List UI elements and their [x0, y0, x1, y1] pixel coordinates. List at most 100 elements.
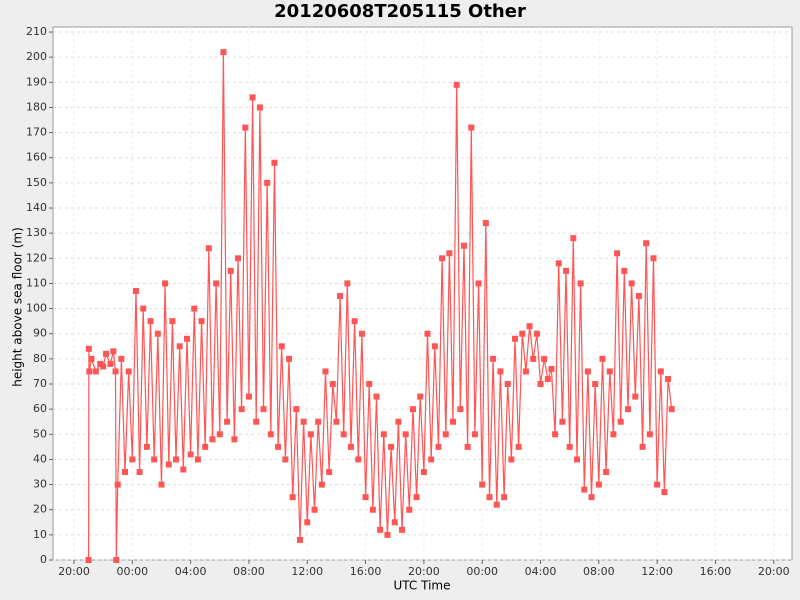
point	[435, 443, 442, 450]
x-tick-label: 04:00	[525, 565, 557, 578]
point	[482, 220, 489, 227]
y-tick-label: 10	[33, 528, 47, 541]
point	[417, 393, 424, 400]
point	[122, 469, 129, 476]
point	[460, 242, 467, 249]
y-axis-label: height above sea floor (m)	[11, 227, 25, 387]
x-tick-label: 20:00	[758, 565, 790, 578]
point	[541, 355, 548, 362]
point	[526, 323, 533, 330]
point	[362, 494, 369, 501]
point	[205, 245, 212, 252]
point	[107, 360, 114, 367]
y-tick-label: 170	[26, 126, 47, 139]
point	[570, 235, 577, 242]
point	[530, 355, 537, 362]
point	[322, 368, 329, 375]
point	[479, 481, 486, 488]
point	[442, 431, 449, 438]
y-tick-label: 60	[33, 402, 47, 415]
point	[555, 260, 562, 267]
point	[125, 368, 132, 375]
point	[519, 330, 526, 337]
y-tick-label: 110	[26, 276, 47, 289]
point	[253, 418, 260, 425]
point	[453, 81, 460, 88]
point	[391, 519, 398, 526]
point	[413, 494, 420, 501]
point	[256, 104, 263, 111]
point	[497, 368, 504, 375]
point	[136, 469, 143, 476]
y-tick-label: 80	[33, 352, 47, 365]
point	[504, 381, 511, 388]
x-tick-label: 04:00	[175, 565, 207, 578]
x-tick-label: 16:00	[350, 565, 382, 578]
point	[486, 494, 493, 501]
point	[235, 255, 242, 262]
point	[646, 431, 653, 438]
point	[377, 526, 384, 533]
point	[318, 481, 325, 488]
point	[260, 406, 267, 413]
point	[508, 456, 515, 463]
point	[113, 557, 120, 563]
point	[132, 287, 139, 294]
point	[450, 418, 457, 425]
y-tick-label: 30	[33, 478, 47, 491]
point	[610, 431, 617, 438]
y-tick-label: 130	[26, 226, 47, 239]
point	[169, 318, 176, 325]
point	[457, 406, 464, 413]
point	[347, 443, 354, 450]
point	[584, 368, 591, 375]
point	[577, 280, 584, 287]
y-tick-label: 70	[33, 377, 47, 390]
point	[515, 443, 522, 450]
x-tick-label: 12:00	[291, 565, 323, 578]
point	[227, 267, 234, 274]
point	[621, 267, 628, 274]
point	[501, 494, 508, 501]
point	[639, 443, 646, 450]
x-tick-label: 08:00	[233, 565, 265, 578]
plot-area	[52, 26, 793, 561]
point	[606, 368, 613, 375]
point	[293, 406, 300, 413]
point	[329, 381, 336, 388]
point	[614, 250, 621, 257]
point	[194, 456, 201, 463]
point	[86, 368, 93, 375]
point	[242, 124, 249, 131]
point	[271, 159, 278, 166]
point	[533, 330, 540, 337]
point	[158, 481, 165, 488]
point	[296, 536, 303, 543]
point	[220, 49, 227, 56]
point	[85, 345, 92, 352]
point	[191, 305, 198, 312]
point	[85, 557, 92, 563]
point	[668, 406, 675, 413]
point	[307, 431, 314, 438]
point	[373, 393, 380, 400]
point	[624, 406, 631, 413]
point	[544, 375, 551, 382]
x-tick-label: 12:00	[641, 565, 673, 578]
x-axis-label: UTC Time	[394, 579, 451, 593]
y-tick-label: 190	[26, 75, 47, 88]
point	[147, 318, 154, 325]
point	[337, 293, 344, 300]
point	[650, 255, 657, 262]
point	[493, 501, 500, 508]
point	[315, 418, 322, 425]
point	[475, 280, 482, 287]
point	[380, 431, 387, 438]
point	[129, 456, 136, 463]
point	[592, 381, 599, 388]
point	[665, 375, 672, 382]
point	[231, 436, 238, 443]
point	[100, 363, 107, 370]
point	[264, 179, 271, 186]
point	[537, 381, 544, 388]
